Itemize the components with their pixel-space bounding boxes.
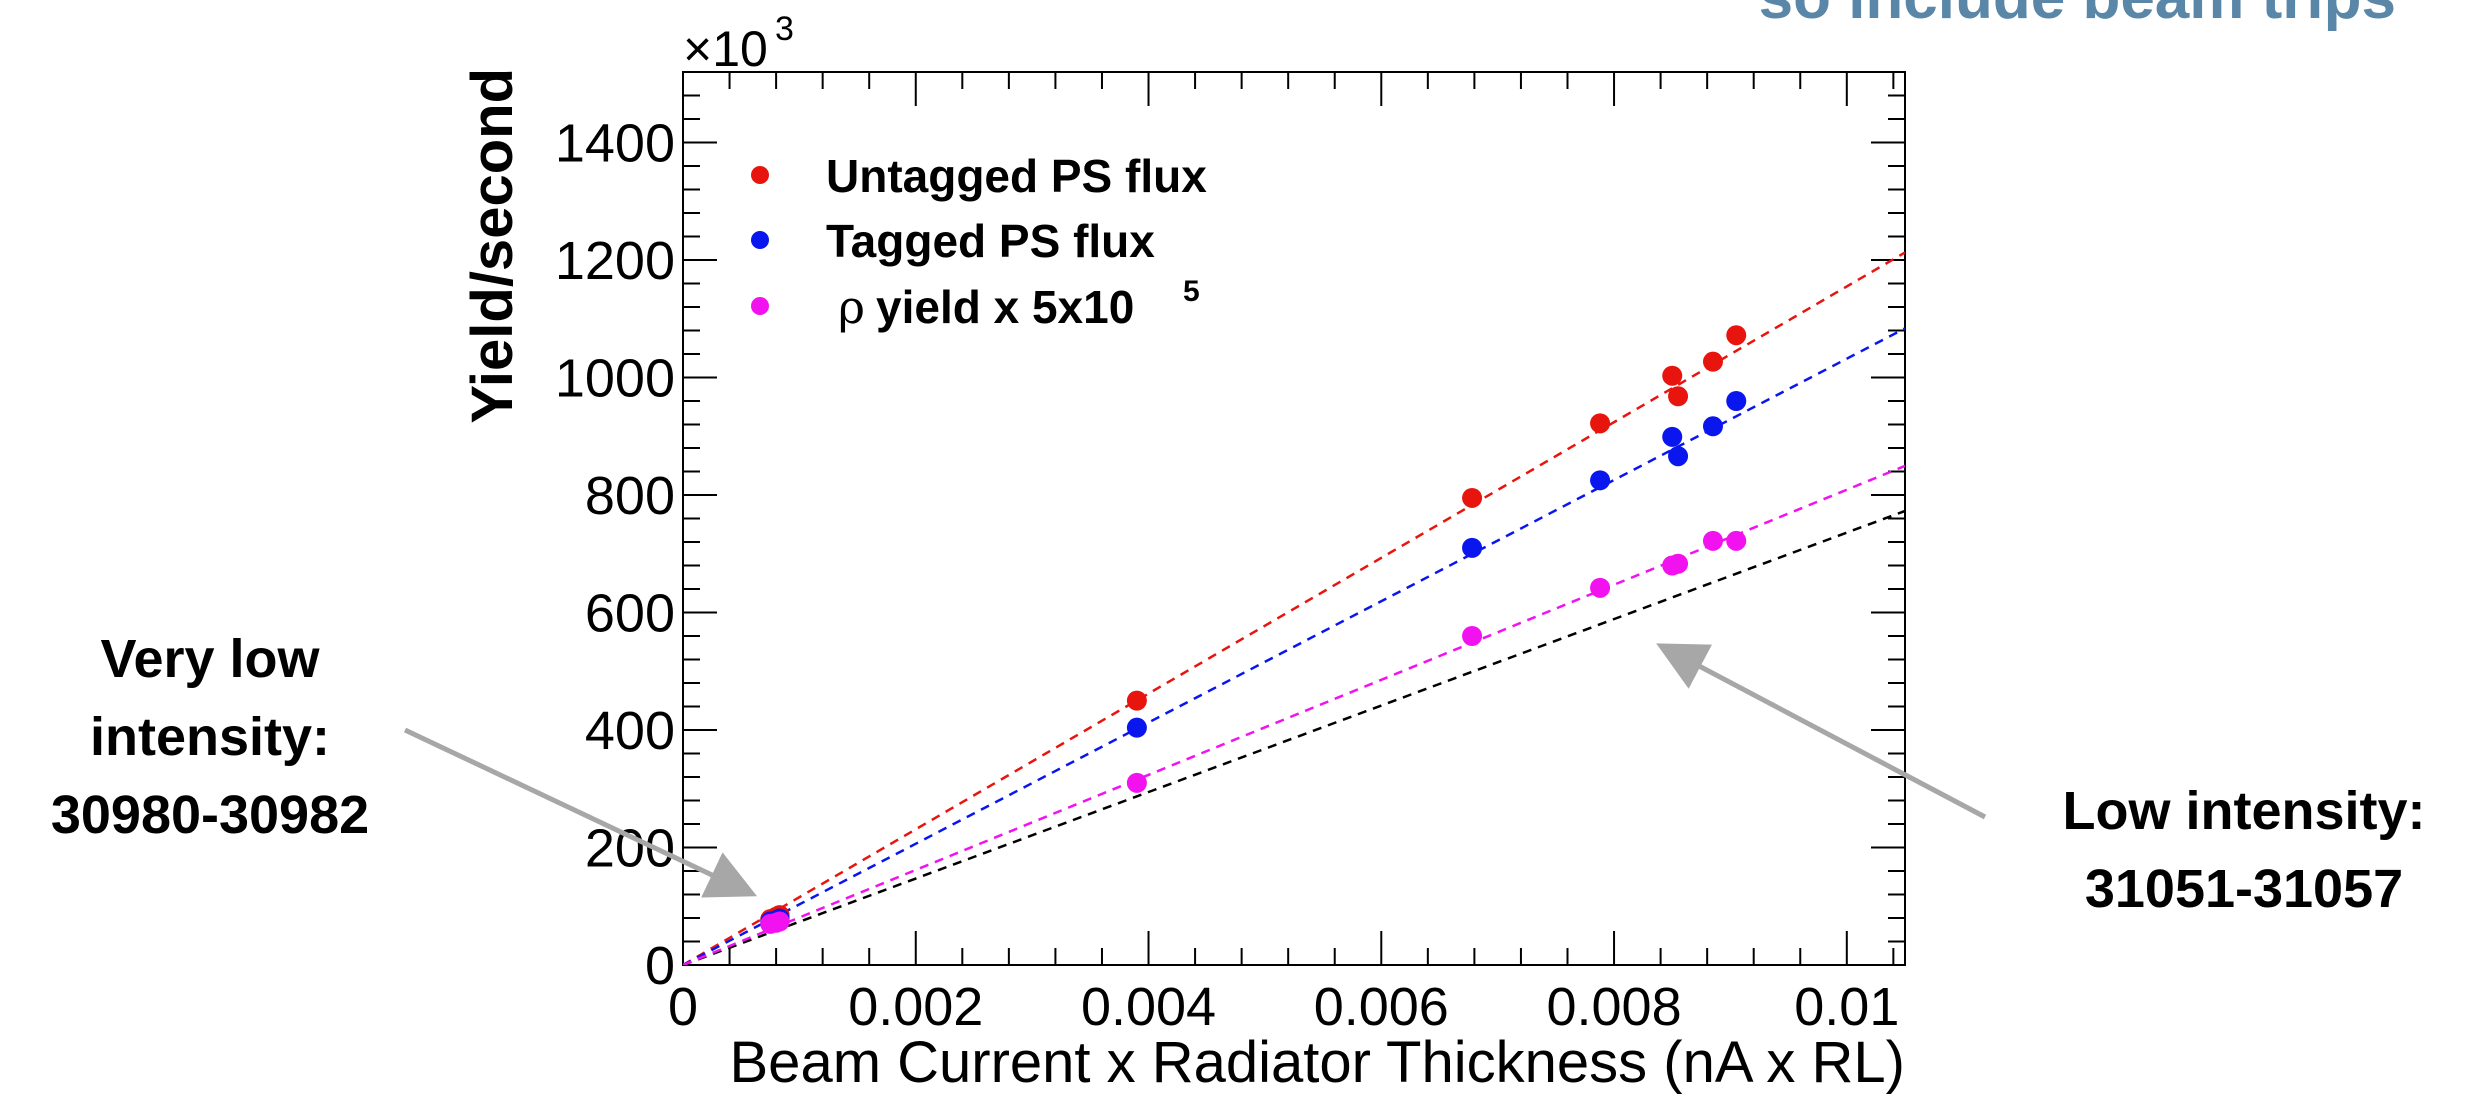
data-point-series-1 (1726, 325, 1747, 346)
data-point-series-1 (1590, 413, 1611, 434)
left-annotation-line-3: 30980-30982 (50, 785, 370, 845)
x-tick-label: 0.01 (1794, 977, 1899, 1037)
x-tick-label: 0.004 (1081, 977, 1216, 1037)
y-axis-label: Yield/second (460, 68, 525, 424)
x-tick-label: 0.008 (1546, 977, 1681, 1037)
y-tick-label: 800 (585, 466, 675, 526)
data-point-series-2 (1662, 426, 1683, 447)
y-tick-label: 600 (585, 584, 675, 644)
plot-frame (682, 71, 1906, 966)
fit-line-series-1 (683, 251, 1905, 965)
x-axis-label: Beam Current x Radiator Thickness (nA x … (730, 1030, 1906, 1095)
left-annotation-arrow (403, 727, 758, 898)
data-point-series-2 (1668, 446, 1689, 467)
data-point-series-3 (1126, 772, 1147, 793)
legend-marker-1 (751, 166, 769, 184)
data-point-series-2 (1590, 470, 1611, 491)
data-point-series-1 (1702, 351, 1723, 372)
right-annotation: Low intensity: 31051-31057 (2010, 772, 2478, 928)
y-tick-label: 1000 (555, 349, 675, 409)
data-point-series-3 (1462, 626, 1483, 646)
y-tick-label: 1200 (555, 231, 675, 291)
left-annotation-line-2: intensity: (89, 707, 331, 767)
data-point-series-2 (1726, 391, 1747, 411)
legend-marker-3 (751, 297, 769, 315)
left-annotation: Very low intensity: 30980-30982 (0, 620, 420, 854)
fit-line-series-2 (683, 327, 1905, 965)
data-point-series-3 (1590, 577, 1611, 598)
x-tick-label: 0 (668, 977, 698, 1037)
data-point-series-2 (1702, 416, 1723, 437)
legend-label-prefix-3: ρ (838, 280, 865, 334)
legend-label-superscript-3: 5 (1183, 275, 1200, 308)
right-annotation-line-1: Low intensity: (2062, 781, 2426, 841)
data-point-series-1 (1462, 487, 1483, 508)
fit-line-black (683, 509, 1905, 965)
data-point-series-1 (1668, 386, 1689, 407)
y-tick-label: 400 (585, 701, 675, 761)
y-tick-label: 0 (645, 936, 675, 996)
legend-label-3: yield x 5x10 (876, 281, 1134, 333)
y-tick-label: 1400 (555, 114, 675, 174)
legend-marker-2 (751, 231, 769, 249)
data-point-series-2 (1462, 537, 1483, 558)
data-point-series-1 (1662, 365, 1683, 386)
fit-line-series-3 (683, 464, 1905, 965)
data-point-series-1 (1126, 690, 1147, 711)
legend-label-1: Untagged PS flux (826, 150, 1207, 202)
left-annotation-line-1: Very low (100, 629, 320, 689)
y-multiplier-exponent: 3 (775, 10, 794, 48)
y-multiplier-label: ×10 (683, 21, 768, 77)
x-tick-label: 0.002 (848, 977, 983, 1037)
data-point-series-3 (1702, 530, 1723, 551)
data-point-series-2 (1126, 717, 1147, 738)
data-point-series-3 (1668, 553, 1689, 574)
right-annotation-line-2: 31051-31057 (2084, 859, 2404, 919)
legend-label-2: Tagged PS flux (826, 215, 1155, 267)
x-tick-label: 0.006 (1314, 977, 1449, 1037)
top-note: so include beam trips (1759, 0, 2396, 33)
data-point-series-3 (769, 911, 790, 932)
data-point-series-3 (1726, 530, 1747, 551)
right-annotation-arrow (1656, 643, 1987, 820)
